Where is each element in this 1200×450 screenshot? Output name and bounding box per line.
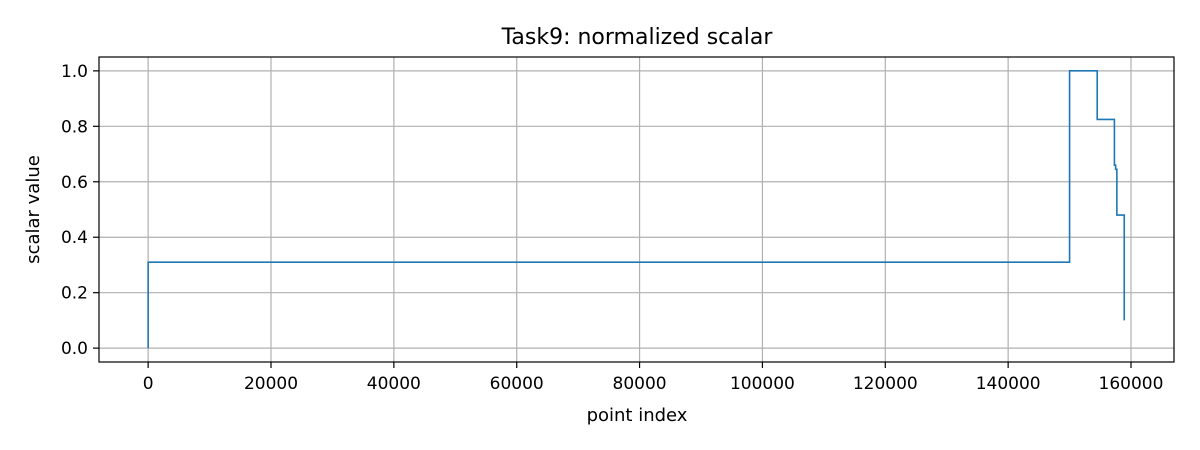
series-line	[147, 70, 1126, 349]
x-tick-label: 40000	[367, 374, 421, 394]
x-axis-label: point index	[587, 405, 688, 426]
grid	[99, 57, 1174, 362]
x-tick-label: 160000	[1099, 374, 1164, 394]
x-tick-label: 60000	[490, 374, 544, 394]
x-tick-label: 140000	[976, 374, 1041, 394]
x-tick-label: 20000	[244, 374, 298, 394]
x-tick-label: 0	[143, 374, 154, 394]
x-tick-label: 80000	[613, 374, 667, 394]
y-tick-label: 0.2	[61, 284, 88, 304]
plot-frame	[98, 56, 1175, 363]
y-tick-label: 0.0	[61, 339, 88, 359]
x-tick-label: 120000	[853, 374, 918, 394]
chart-title: Task9: normalized scalar	[501, 25, 774, 50]
series-layer	[147, 70, 1126, 349]
y-tick-label: 0.8	[61, 117, 88, 137]
ticks: 0 20000 40000 60000 80000 100000 120000 140000 1…	[61, 62, 1164, 394]
y-axis-label: scalar value	[23, 155, 44, 264]
y-tick-label: 0.6	[61, 173, 88, 193]
x-tick-label: 100000	[730, 374, 795, 394]
y-tick-label: 1.0	[61, 62, 88, 82]
y-tick-label: 0.4	[61, 228, 88, 248]
